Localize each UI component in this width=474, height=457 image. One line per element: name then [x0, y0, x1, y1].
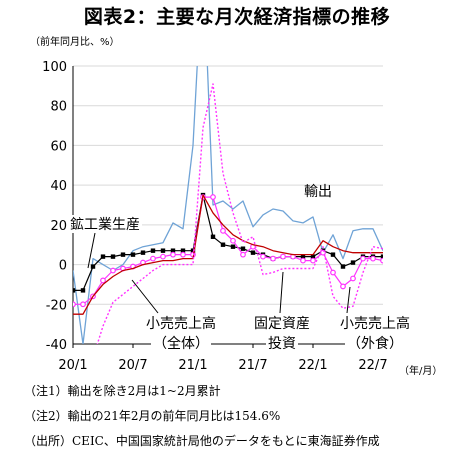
data-point [110, 267, 116, 274]
data-point [230, 237, 236, 244]
data-point [190, 248, 196, 253]
data-point [210, 194, 216, 200]
data-point [350, 260, 356, 265]
annotation-label: 投資 [268, 336, 296, 352]
data-point [73, 288, 76, 293]
label-background [266, 334, 298, 352]
y-tick-label: 60 [50, 139, 67, 154]
data-point [100, 277, 106, 284]
x-tick-label: 22/1 [298, 358, 327, 373]
label-background [252, 314, 312, 332]
data-point [380, 254, 383, 259]
data-point [330, 269, 336, 276]
x-tick-label: 21/7 [238, 358, 267, 373]
annotation-label: 輸出 [304, 184, 332, 200]
label-background [345, 334, 405, 352]
x-tick-label: 20/1 [58, 358, 87, 373]
label-background [144, 314, 218, 332]
annotation-label: 小売売上高 [146, 315, 216, 332]
annotation-label: 小売売上高 [340, 315, 410, 332]
data-point [130, 252, 136, 257]
data-point [100, 254, 106, 259]
label-background [151, 334, 211, 352]
chart-title: 図表2：主要な月次経済指標の推移 [83, 6, 391, 28]
y-tick-label: 40 [50, 179, 67, 194]
label-background [68, 215, 142, 233]
callout-line [346, 286, 351, 314]
y-axis-label: （前年同月比、%） [30, 35, 120, 48]
data-point [210, 234, 216, 239]
data-point [220, 242, 226, 247]
note-1: （注1）輸出を除き2月は1~2月累計 [24, 384, 221, 398]
data-point [300, 254, 306, 259]
data-point [180, 251, 186, 258]
series-line [96, 83, 383, 344]
data-point [340, 264, 346, 269]
y-tick-label: 20 [50, 219, 67, 234]
series-line [73, 194, 383, 315]
y-tick-label: 80 [50, 100, 67, 115]
callout-line [279, 271, 284, 314]
note-3: （出所）CEIC、中国国家統計局他のデータをもとに東海証券作成 [24, 434, 380, 448]
data-point [73, 301, 76, 308]
data-point [360, 255, 366, 262]
data-point [90, 264, 96, 269]
data-point [170, 251, 176, 258]
data-point [260, 253, 266, 260]
y-tick-label: -20 [46, 298, 67, 313]
data-point [180, 248, 186, 253]
annotation-label: （全体） [153, 335, 209, 352]
annotation-label: 固定資産 [254, 316, 310, 332]
data-point [150, 248, 156, 253]
callout-line [131, 279, 159, 314]
data-point [140, 250, 146, 255]
data-point [160, 253, 166, 260]
series-line [73, 196, 383, 305]
data-point [80, 301, 86, 308]
data-point [370, 255, 376, 262]
data-point [220, 227, 226, 234]
data-point [310, 257, 316, 264]
data-point [160, 248, 166, 253]
data-point [150, 255, 156, 262]
data-point [230, 244, 236, 249]
data-point [300, 257, 306, 264]
y-tick-label: 0 [59, 259, 67, 274]
data-point [330, 252, 336, 257]
data-point [240, 251, 246, 258]
x-tick-label: 22/7 [358, 358, 387, 373]
x-tick-label: 20/7 [118, 358, 147, 373]
data-point [240, 246, 246, 251]
data-point [350, 275, 356, 282]
note-2: （注2）輸出の21年2月の前年同月比は154.6% [24, 409, 281, 423]
y-tick-label: -40 [46, 338, 67, 353]
x-tick-label: 21/1 [178, 358, 207, 373]
data-point [340, 283, 346, 290]
label-background [338, 314, 412, 332]
y-tick-label: 100 [42, 60, 67, 75]
annotation-label: 鉱工業生産 [70, 216, 140, 233]
annotation-label: （外食） [347, 335, 403, 352]
data-point [280, 253, 286, 260]
data-point [270, 255, 276, 262]
data-point [110, 254, 116, 259]
data-point [380, 257, 383, 264]
data-point [80, 288, 86, 293]
series-line [73, 66, 383, 344]
data-point [310, 254, 316, 259]
x-axis-label: （年/月） [399, 364, 442, 377]
data-point [120, 252, 126, 257]
data-point [250, 250, 256, 255]
data-point [170, 248, 176, 253]
callout-line [87, 232, 96, 269]
